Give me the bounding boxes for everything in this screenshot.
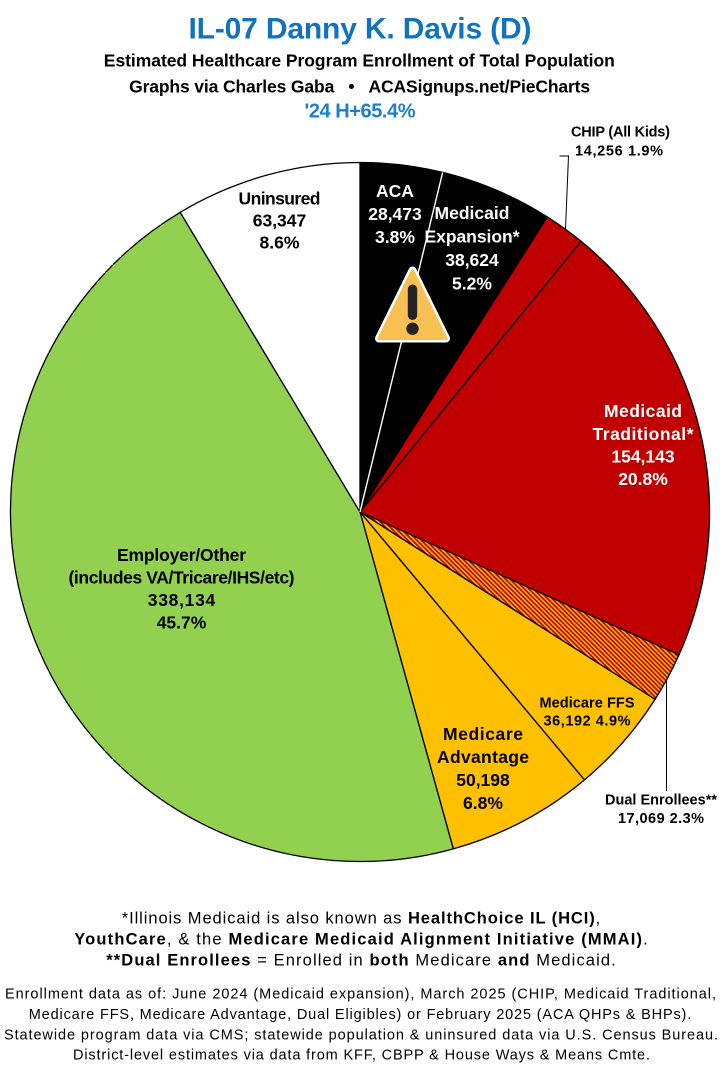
svg-text:Dual Enrollees**: Dual Enrollees** <box>605 793 717 809</box>
svg-text:8.6%: 8.6% <box>260 233 300 253</box>
svg-text:(includes VA/Tricare/IHS/etc): (includes VA/Tricare/IHS/etc) <box>69 568 295 588</box>
svg-text:IL-07 Danny K. Davis (D): IL-07 Danny K. Davis (D) <box>189 13 532 46</box>
svg-text:Advantage: Advantage <box>437 747 529 767</box>
svg-text:Medicare FFS, Medicare Advanta: Medicare FFS, Medicare Advantage, Dual E… <box>29 1007 692 1023</box>
svg-text:6.8%: 6.8% <box>463 793 503 813</box>
svg-text:28,473: 28,473 <box>368 204 422 224</box>
svg-text:'24 H+65.4%: '24 H+65.4% <box>305 101 416 123</box>
svg-text:338,134: 338,134 <box>148 590 216 610</box>
svg-text:*Illinois Medicaid is also kno: *Illinois Medicaid is also known as Heal… <box>122 910 601 928</box>
svg-text:Medicare: Medicare <box>443 724 523 744</box>
svg-text:Employer/Other: Employer/Other <box>117 545 246 565</box>
svg-text:ACA: ACA <box>376 181 414 201</box>
svg-text:YouthCare, & the Medicare Medi: YouthCare, & the Medicare Medicaid Align… <box>74 931 648 949</box>
svg-text:3.8%: 3.8% <box>375 227 415 247</box>
svg-text:36,192 4.9%: 36,192 4.9% <box>544 714 631 730</box>
svg-text:45.7%: 45.7% <box>157 613 207 633</box>
svg-text:17,069 2.3%: 17,069 2.3% <box>618 811 704 827</box>
svg-text:CHIP (All Kids): CHIP (All Kids) <box>571 125 670 141</box>
svg-text:Expansion*: Expansion* <box>425 227 520 247</box>
svg-text:14,256 1.9%: 14,256 1.9% <box>575 144 663 160</box>
svg-text:154,143: 154,143 <box>611 447 675 467</box>
svg-text:20.8%: 20.8% <box>618 469 668 489</box>
svg-text:Uninsured: Uninsured <box>239 189 321 209</box>
svg-text:Estimated Healthcare Program E: Estimated Healthcare Program Enrollment … <box>104 51 615 71</box>
svg-text:Medicaid: Medicaid <box>604 401 682 421</box>
svg-text:Traditional*: Traditional* <box>593 424 694 444</box>
svg-text:50,198: 50,198 <box>456 770 510 790</box>
svg-text:Statewide program data via CMS: Statewide program data via CMS; statewid… <box>4 1028 718 1044</box>
svg-text:63,347: 63,347 <box>253 211 307 231</box>
svg-text:Enrollment data as of: June 20: Enrollment data as of: June 2024 (Medica… <box>5 987 716 1003</box>
svg-text:Medicaid: Medicaid <box>435 203 510 223</box>
svg-text:Medicare FFS: Medicare FFS <box>540 696 635 712</box>
svg-text:District-level estimates via d: District-level estimates via data from K… <box>73 1048 650 1064</box>
svg-text:**Dual Enrollees = Enrolled in: **Dual Enrollees = Enrolled in both Medi… <box>106 952 616 970</box>
svg-text:Graphs via Charles Gaba •: Graphs via Charles Gaba • ACASignups.net… <box>129 77 590 97</box>
svg-text:5.2%: 5.2% <box>452 274 492 294</box>
svg-text:38,624: 38,624 <box>445 250 499 270</box>
